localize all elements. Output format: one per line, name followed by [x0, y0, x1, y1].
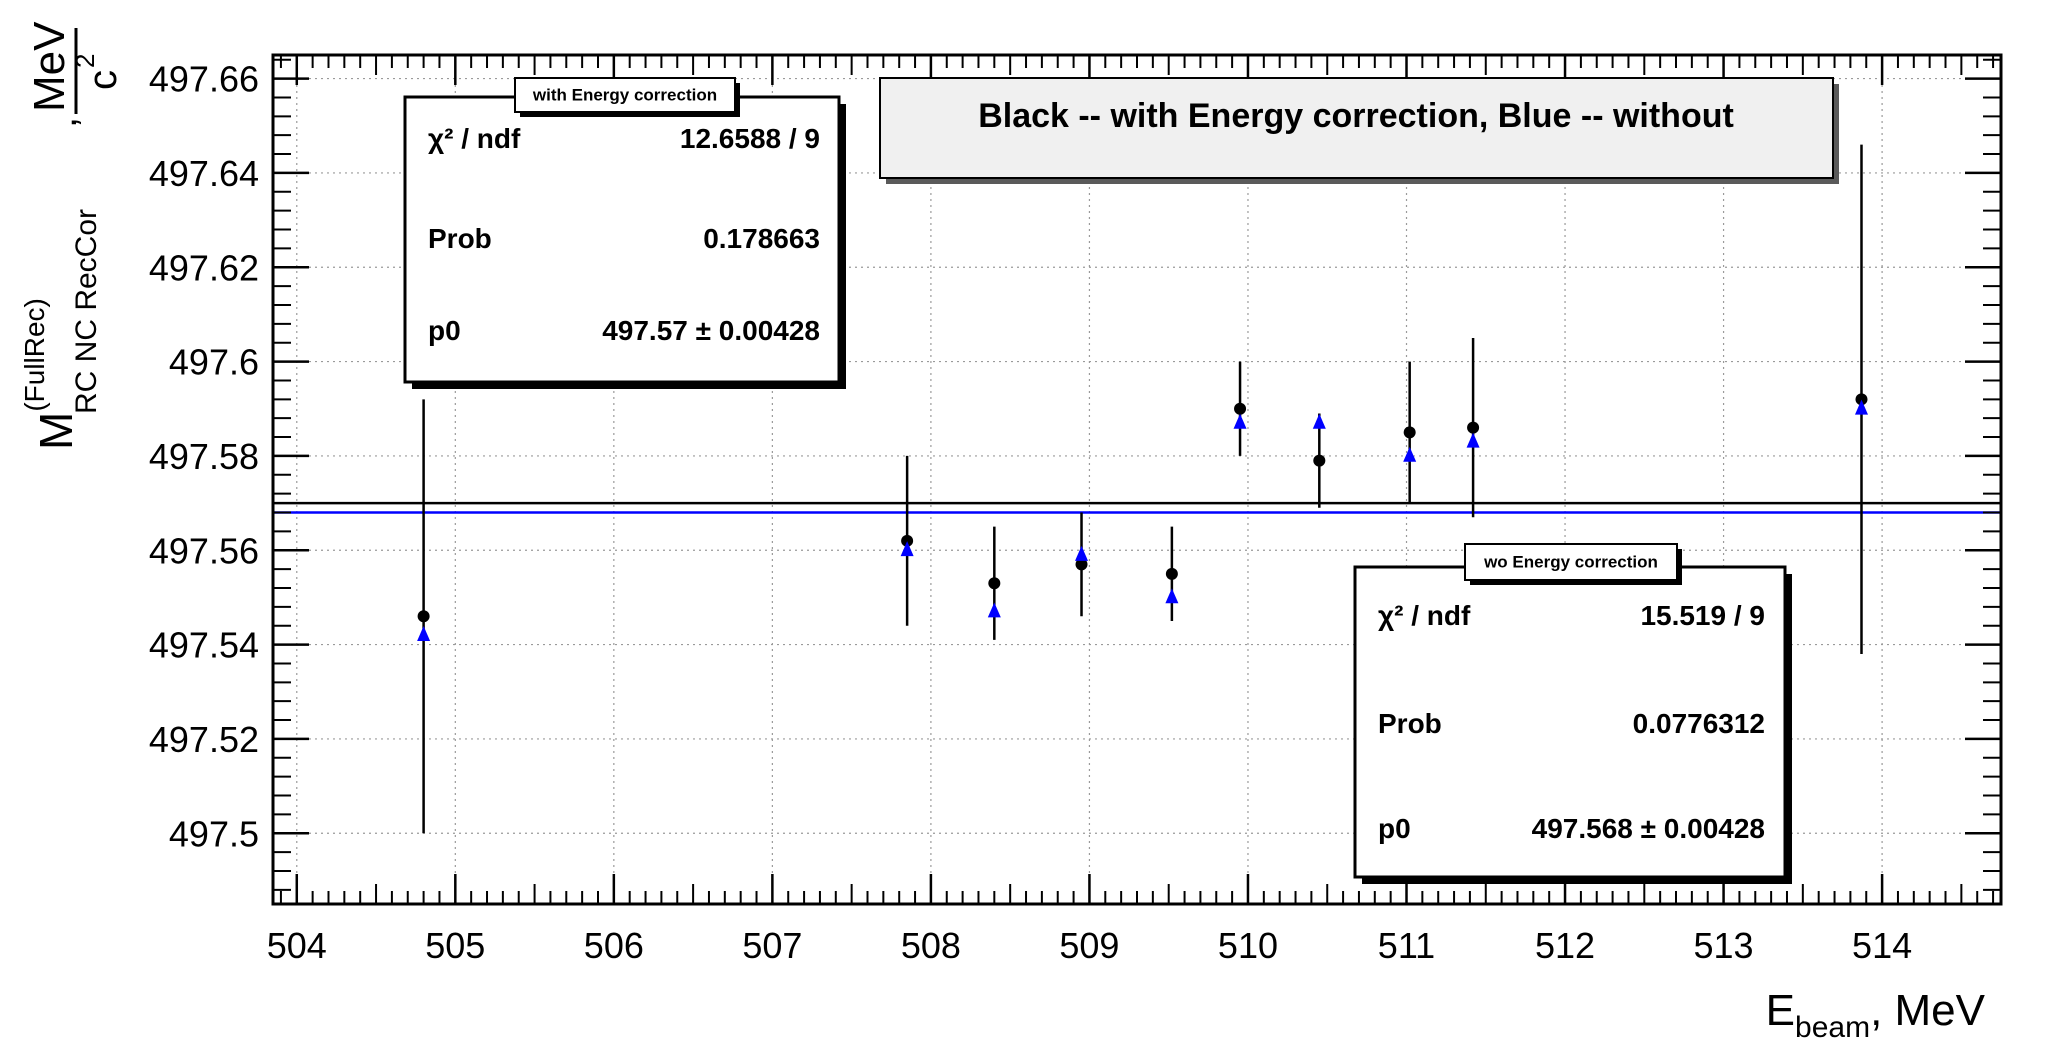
fit-lines [273, 501, 2001, 514]
stat-box-wo: wo Energy correction χ² / ndf 15.519 / 9… [1353, 543, 1792, 884]
y-tick-label: 497.56 [149, 530, 259, 571]
y-tick-label: 497.52 [149, 719, 259, 760]
data-point-wo [900, 541, 914, 557]
y-tick-label: 497.58 [149, 436, 259, 477]
stat-box-wo-title: wo Energy correction [1483, 552, 1658, 571]
stat-box-with-row-value: 497.57 ± 0.00428 [602, 315, 820, 346]
y-tick-label: 497.64 [149, 153, 259, 194]
y-tick-label: 497.6 [169, 342, 259, 383]
x-tick-label: 514 [1852, 925, 1912, 966]
stat-box-with-row-label: Prob [428, 223, 492, 254]
svg-text:RC NC RecCor: RC NC RecCor [70, 209, 103, 414]
data-point-wo [417, 626, 431, 641]
data-point-with [901, 534, 914, 547]
stat-box-wo-row-value: 15.519 / 9 [1640, 600, 1765, 631]
x-tick-label: 510 [1218, 925, 1278, 966]
x-tick-label: 513 [1694, 925, 1754, 966]
stat-box-with-row-value: 12.6588 / 9 [680, 123, 820, 154]
data-point-with [1467, 421, 1480, 434]
stat-box-wo-row-label: p0 [1378, 813, 1411, 844]
x-tick-label: 507 [742, 925, 802, 966]
data-point-wo [1312, 413, 1326, 429]
x-tick-label: 509 [1059, 925, 1119, 966]
y-tick-label: 497.66 [149, 59, 259, 100]
data-point-wo [1075, 545, 1089, 561]
stat-box-wo-row-value: 0.0776312 [1633, 708, 1765, 739]
data-point-with [1165, 567, 1178, 580]
data-point-with [1313, 454, 1326, 467]
x-tick-label: 504 [267, 925, 327, 966]
stat-box-with-row-label: χ² / ndf [428, 123, 521, 154]
svg-text:,: , [41, 117, 85, 128]
svg-text:c: c [81, 70, 125, 90]
stat-box-with-row-label: p0 [428, 315, 461, 346]
stat-box-wo-row-value: 497.568 ± 0.00428 [1532, 813, 1765, 844]
data-point-with [417, 610, 430, 623]
y-tick-label: 497.62 [149, 247, 259, 288]
data-point-wo [1233, 413, 1247, 429]
stat-box-with-title: with Energy correction [532, 85, 717, 104]
data-point-with [988, 577, 1001, 590]
data-point-wo [987, 602, 1001, 618]
data-point-wo [1854, 399, 1868, 415]
stat-box-with-row-value: 0.178663 [703, 223, 820, 254]
y-tick-label: 497.54 [149, 625, 259, 666]
data-point-with [1855, 393, 1868, 406]
svg-text:2: 2 [70, 54, 100, 68]
x-tick-label: 508 [901, 925, 961, 966]
data-points [417, 144, 1868, 834]
x-tick-label: 512 [1535, 925, 1595, 966]
stat-box-wo-row-label: Prob [1378, 708, 1442, 739]
legend-box: Black -- with Energy correction, Blue --… [879, 77, 1839, 184]
svg-text:MeV: MeV [25, 21, 74, 112]
data-point-wo [1403, 446, 1417, 462]
data-point-wo [1466, 432, 1480, 448]
x-tick-label: 506 [584, 925, 644, 966]
y-tick-label: 497.5 [169, 813, 259, 854]
x-tick-label: 505 [425, 925, 485, 966]
x-axis-title: Ebeam, MeV [1766, 986, 1986, 1044]
x-tick-label: 511 [1378, 925, 1435, 966]
tick-labels: 504 505 506 507 508 509 510 511 512 513 514 497.5 49… [149, 59, 1912, 966]
legend-title: Black -- with Energy correction, Blue --… [978, 97, 1734, 135]
data-point-with [1403, 426, 1416, 439]
svg-text:M(FullRec): M(FullRec) [19, 298, 82, 450]
y-axis-title: M(FullRec) RC NC RecCor , MeV c 2 [19, 21, 125, 450]
data-point-wo [1165, 588, 1179, 604]
data-point-with [1234, 402, 1247, 415]
data-point-with [1075, 558, 1088, 571]
stat-box-with: with Energy correction χ² / ndf 12.6588 … [403, 77, 846, 389]
stat-box-wo-row-label: χ² / ndf [1378, 600, 1471, 631]
axis-ticks [273, 55, 2001, 904]
